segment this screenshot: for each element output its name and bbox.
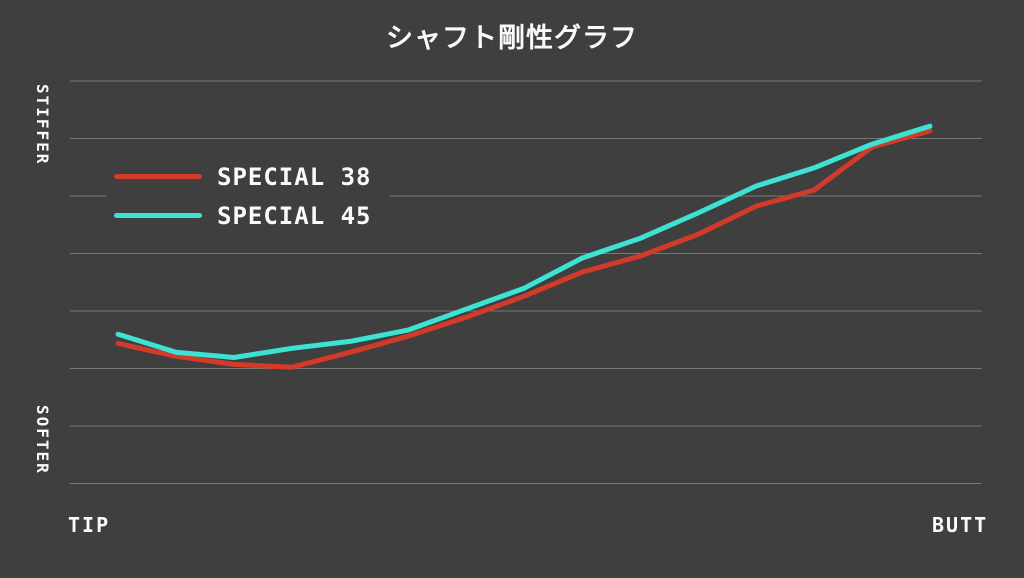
x-axis-label-tip: TIP <box>68 513 111 537</box>
legend-label-special-38: SPECIAL 38 <box>217 162 372 191</box>
x-axis-label-butt: BUTT <box>932 513 989 537</box>
y-axis-label-stiffer: STIFFER <box>33 84 52 166</box>
legend: SPECIAL 38 SPECIAL 45 <box>106 155 390 237</box>
legend-swatch-special-38 <box>114 174 202 179</box>
legend-item-special-38[interactable]: SPECIAL 38 <box>114 157 372 196</box>
legend-label-special-45: SPECIAL 45 <box>217 201 372 230</box>
y-axis-label-softer: SOFTER <box>33 405 52 475</box>
series-line-special-38 <box>115 128 933 370</box>
chart-title: シャフト剛性グラフ <box>386 23 638 54</box>
legend-item-special-45[interactable]: SPECIAL 45 <box>114 196 372 235</box>
series-line-special-45 <box>115 123 933 360</box>
legend-swatch-special-45 <box>114 213 202 218</box>
